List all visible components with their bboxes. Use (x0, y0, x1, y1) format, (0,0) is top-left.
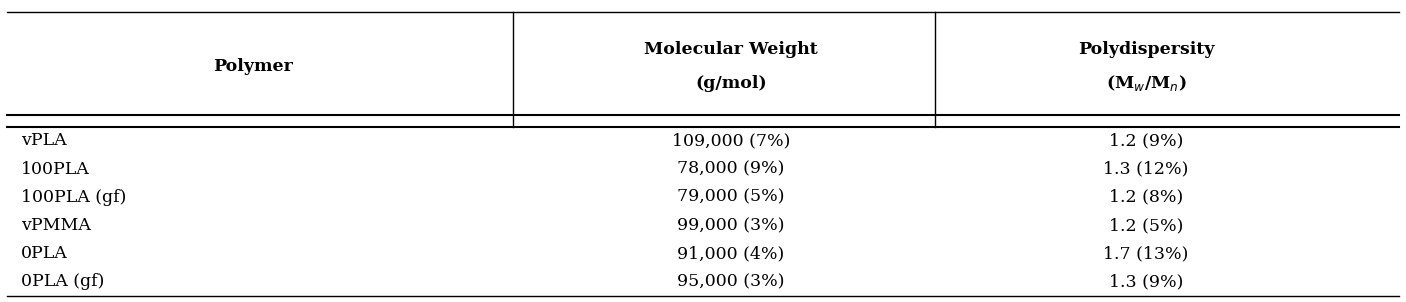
Text: 1.2 (8%): 1.2 (8%) (1109, 189, 1182, 206)
Text: Polydispersity: Polydispersity (1077, 41, 1215, 58)
Text: 109,000 (7%): 109,000 (7%) (672, 133, 790, 149)
Text: vPLA: vPLA (21, 133, 66, 149)
Text: 91,000 (4%): 91,000 (4%) (678, 245, 785, 262)
Text: 1.2 (5%): 1.2 (5%) (1109, 217, 1182, 234)
Text: (M$_w$/M$_n$): (M$_w$/M$_n$) (1105, 73, 1187, 93)
Text: 1.3 (9%): 1.3 (9%) (1109, 273, 1182, 290)
Text: 0PLA (gf): 0PLA (gf) (21, 273, 104, 290)
Text: 0PLA: 0PLA (21, 245, 67, 262)
Text: (g/mol): (g/mol) (696, 75, 766, 92)
Text: 1.3 (12%): 1.3 (12%) (1104, 161, 1188, 178)
Text: 100PLA: 100PLA (21, 161, 90, 178)
Text: Molecular Weight: Molecular Weight (644, 41, 818, 58)
Text: 1.7 (13%): 1.7 (13%) (1104, 245, 1188, 262)
Text: 95,000 (3%): 95,000 (3%) (678, 273, 785, 290)
Text: Polymer: Polymer (214, 58, 292, 75)
Text: 79,000 (5%): 79,000 (5%) (678, 189, 785, 206)
Text: vPMMA: vPMMA (21, 217, 91, 234)
Text: 78,000 (9%): 78,000 (9%) (678, 161, 785, 178)
Text: 100PLA (gf): 100PLA (gf) (21, 189, 127, 206)
Text: 1.2 (9%): 1.2 (9%) (1109, 133, 1182, 149)
Text: 99,000 (3%): 99,000 (3%) (678, 217, 785, 234)
